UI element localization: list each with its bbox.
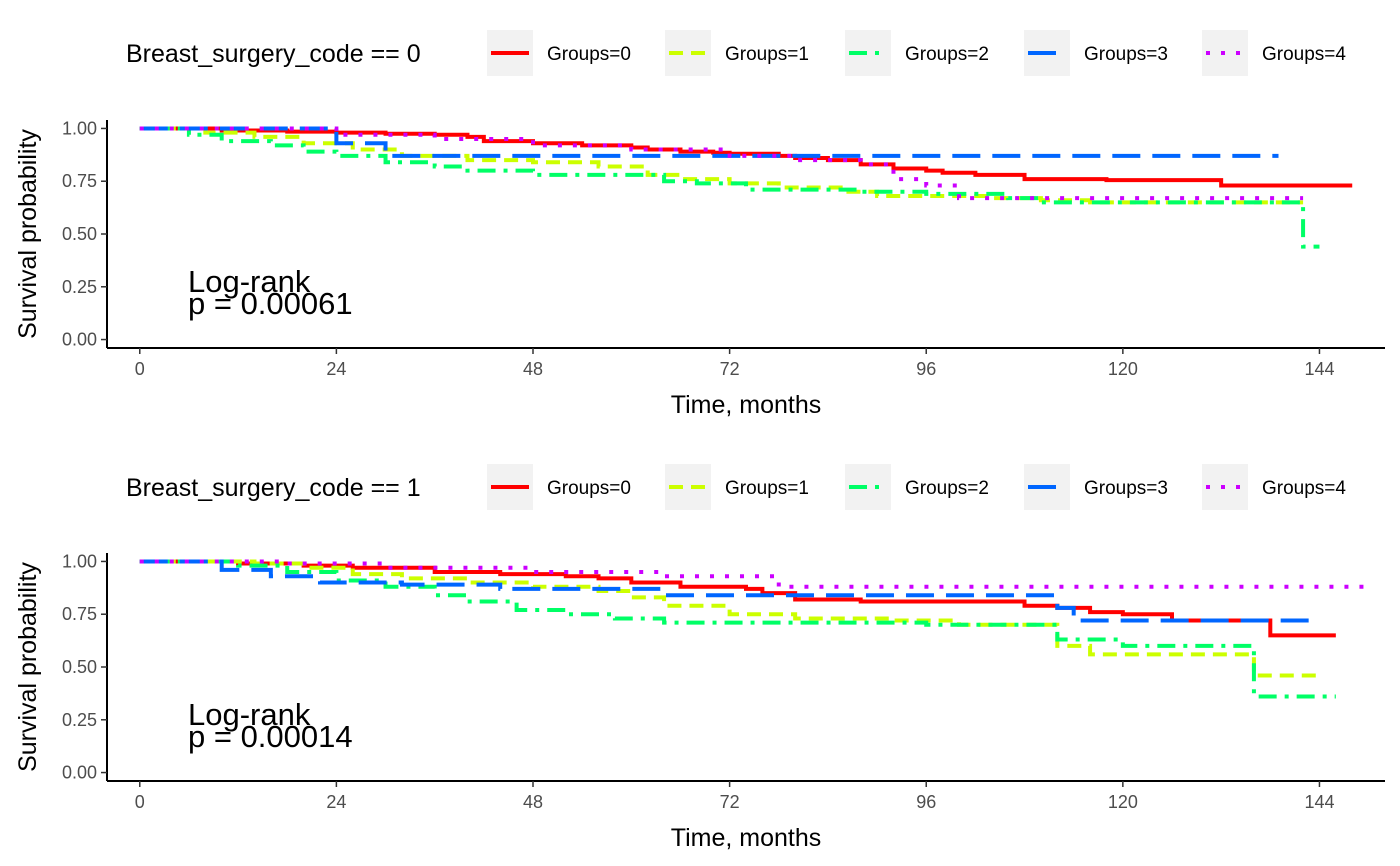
legend-label: Groups=2 xyxy=(905,44,989,65)
x-tick-label: 96 xyxy=(916,792,936,812)
legend-label: Groups=3 xyxy=(1084,478,1168,499)
survival-curve xyxy=(139,126,1320,249)
y-tick-label: 0.25 xyxy=(62,710,97,730)
y-tick-label: 0.75 xyxy=(62,604,97,624)
chart-panel-0: Breast_surgery_code == 0 Groups=0 Groups=1… xyxy=(14,30,1385,419)
legend-title: Breast_surgery_code == 1 xyxy=(126,474,421,502)
y-axis-title: Survival probability xyxy=(14,562,42,772)
legend-item: Groups=3 xyxy=(1024,464,1168,510)
survival-curve xyxy=(139,126,1279,158)
y-axis-title: Survival probability xyxy=(14,129,42,339)
survival-curve xyxy=(139,126,1353,188)
y-tick-label: 0.75 xyxy=(62,171,97,191)
x-tick-label: 72 xyxy=(720,792,740,812)
x-axis-title: Time, months xyxy=(671,391,822,419)
legend-item: Groups=4 xyxy=(1202,30,1346,76)
x-tick-label: 120 xyxy=(1108,792,1138,812)
x-axis-title: Time, months xyxy=(671,824,822,852)
legend-title: Breast_surgery_code == 0 xyxy=(126,40,421,68)
legend-item: Groups=3 xyxy=(1024,30,1168,76)
legend-item: Groups=2 xyxy=(845,30,989,76)
y-tick-label: 0.25 xyxy=(62,277,97,297)
legend-label: Groups=3 xyxy=(1084,44,1168,65)
survival-curve xyxy=(139,126,1304,201)
legend-label: Groups=1 xyxy=(725,478,809,499)
legend-label: Groups=4 xyxy=(1262,478,1346,499)
pvalue-text: p = 0.00014 xyxy=(188,719,353,754)
x-tick-label: 24 xyxy=(326,792,346,812)
legend-label: Groups=0 xyxy=(547,478,631,499)
x-tick-label: 0 xyxy=(135,359,145,379)
x-tick-label: 0 xyxy=(135,792,145,812)
chart-panel-1: Breast_surgery_code == 1 Groups=0 Groups=1… xyxy=(14,464,1385,852)
y-tick-label: 1.00 xyxy=(62,118,97,138)
y-tick-label: 0.00 xyxy=(62,330,97,350)
survival-curve xyxy=(139,559,1336,699)
legend-label: Groups=2 xyxy=(905,478,989,499)
pvalue-text: p = 0.00061 xyxy=(188,286,353,321)
x-tick-label: 48 xyxy=(523,792,543,812)
survival-curve xyxy=(139,559,1320,678)
x-tick-label: 120 xyxy=(1108,359,1138,379)
y-tick-label: 1.00 xyxy=(62,551,97,571)
legend-item: Groups=4 xyxy=(1202,464,1346,510)
x-tick-label: 96 xyxy=(916,359,936,379)
legend-item: Groups=1 xyxy=(665,30,809,76)
survival-curve xyxy=(139,559,1320,623)
y-tick-label: 0.00 xyxy=(62,763,97,783)
x-tick-label: 144 xyxy=(1304,359,1334,379)
x-tick-label: 24 xyxy=(326,359,346,379)
legend-item: Groups=0 xyxy=(487,464,631,510)
pvalue-method: Log-rank xyxy=(188,264,311,299)
x-tick-label: 48 xyxy=(523,359,543,379)
x-tick-label: 144 xyxy=(1304,792,1334,812)
legend-item: Groups=0 xyxy=(487,30,631,76)
y-tick-label: 0.50 xyxy=(62,224,97,244)
survival-curve xyxy=(139,126,1304,205)
legend-label: Groups=1 xyxy=(725,44,809,65)
pvalue-method: Log-rank xyxy=(188,697,311,732)
legend-label: Groups=0 xyxy=(547,44,631,65)
legend-item: Groups=1 xyxy=(665,464,809,510)
legend-label: Groups=4 xyxy=(1262,44,1346,65)
y-tick-label: 0.50 xyxy=(62,657,97,677)
legend-item: Groups=2 xyxy=(845,464,989,510)
x-tick-label: 72 xyxy=(720,359,740,379)
